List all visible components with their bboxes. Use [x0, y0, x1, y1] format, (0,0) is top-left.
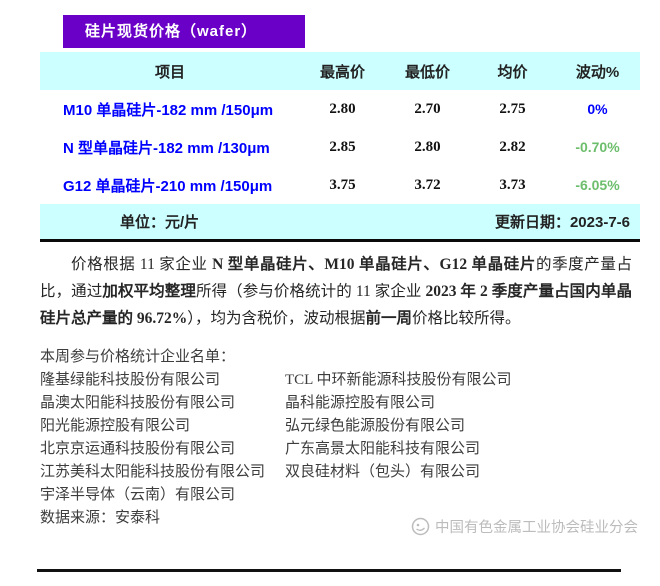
item-cell: M10 单晶硅片-182 mm /150μm — [63, 101, 274, 119]
company-item: 阳光能源控股有限公司 — [40, 418, 191, 434]
note-segment: 加权平均整理 — [102, 283, 196, 300]
page-title: 硅片现货价格（wafer） — [85, 23, 258, 40]
company-item: 宇泽半导体（云南）有限公司 — [40, 487, 236, 503]
high-price-cell: 3.75 — [329, 176, 356, 193]
low-price-cell: 3.72 — [414, 176, 441, 193]
change-cell: -0.70% — [575, 139, 620, 155]
company-item: 北京京运通科技股份有限公司 — [40, 441, 236, 457]
note-segment: N 型单晶硅片、M10 单晶硅片、G12 单晶硅片 — [212, 256, 536, 273]
item-cell: G12 单晶硅片-210 mm /150μm — [63, 177, 273, 195]
table-bottom-rule — [40, 239, 640, 242]
table-row: M10 单晶硅片-182 mm /150μm 2.80 2.70 2.75 0% — [40, 90, 640, 128]
table-row: N 型单晶硅片-182 mm /130μm 2.85 2.80 2.82 -0.70% — [40, 128, 640, 166]
table-header-row: 项目 最高价 最低价 均价 波动% — [40, 52, 640, 90]
high-price-cell: 2.80 — [329, 100, 356, 117]
company-item: 晶澳太阳能科技股份有限公司 — [40, 395, 236, 411]
avg-price-cell: 2.82 — [499, 138, 526, 155]
column-header-change: 波动% — [575, 63, 620, 81]
note-segment: ），均为含税价，波动根据 — [187, 310, 366, 327]
column-header-low: 最低价 — [404, 63, 450, 81]
price-table: 项目 最高价 最低价 均价 波动% M10 单晶硅片-182 mm /150μm… — [40, 52, 640, 239]
watermark: 中国有色金属工业协会硅业分会 — [411, 516, 638, 537]
company-item: 晶科能源控股有限公司 — [285, 395, 436, 411]
note-segment: 价格根据 11 家企业 — [71, 256, 213, 273]
company-item: 双良硅材料（包头）有限公司 — [285, 464, 481, 480]
price-table-body: M10 单晶硅片-182 mm /150μm 2.80 2.70 2.75 0% N 型单… — [40, 90, 640, 204]
update-date-label: 更新日期：2023-7-6 — [494, 214, 630, 231]
avg-price-cell: 3.73 — [499, 176, 526, 193]
item-cell: N 型单晶硅片-182 mm /130μm — [63, 139, 270, 157]
association-logo-icon — [411, 517, 430, 536]
company-item — [285, 484, 660, 507]
company-list: 本周参与价格统计企业名单： 隆基绿能科技股份有限公司 TCL 中环新能源科技股份有… — [40, 346, 660, 507]
column-header-high: 最高价 — [319, 63, 365, 81]
company-item: 隆基绿能科技股份有限公司 — [40, 372, 221, 388]
company-item: 广东高景太阳能科技有限公司 — [285, 441, 481, 457]
high-price-cell: 2.85 — [329, 138, 356, 155]
company-item: TCL 中环新能源科技股份有限公司 — [285, 372, 512, 388]
company-list-title: 本周参与价格统计企业名单： — [40, 349, 236, 365]
table-footer-row: 单位：元/片 更新日期：2023-7-6 — [40, 204, 640, 239]
column-header-item: 项目 — [154, 63, 185, 81]
unit-label: 单位：元/片 — [120, 214, 200, 231]
company-item: 弘元绿色能源股份有限公司 — [285, 418, 466, 434]
table-row: G12 单晶硅片-210 mm /150μm 3.75 3.72 3.73 -6.05% — [40, 166, 640, 204]
note-segment: 所得（参与价格统计的 11 家企业 — [195, 283, 426, 300]
page-title-bar: 硅片现货价格（wafer） — [63, 15, 305, 48]
change-cell: -6.05% — [575, 177, 620, 193]
note-segment: 前一周 — [365, 310, 413, 327]
company-item: 江苏美科太阳能科技股份有限公司 — [40, 464, 266, 480]
watermark-text: 中国有色金属工业协会硅业分会 — [435, 520, 638, 536]
column-header-avg: 均价 — [497, 63, 528, 81]
low-price-cell: 2.80 — [414, 138, 441, 155]
low-price-cell: 2.70 — [414, 100, 441, 117]
note-segment: 2023 年 2 季度产量占国内单晶硅片总产量的 96.72% — [40, 283, 632, 327]
data-source: 数据来源：安泰科 — [40, 510, 161, 526]
avg-price-cell: 2.75 — [499, 100, 526, 117]
company-grid: 隆基绿能科技股份有限公司 TCL 中环新能源科技股份有限公司晶澳太阳能科技股份有限… — [40, 369, 660, 507]
note-paragraph: 价格根据 11 家企业 N 型单晶硅片、M10 单晶硅片、G12 单晶硅片的季度… — [40, 251, 632, 332]
note-segment: 的季度产量占比，通过 — [40, 256, 632, 300]
change-cell: 0% — [587, 101, 608, 117]
note-segment: 价格比较所得。 — [412, 310, 521, 327]
